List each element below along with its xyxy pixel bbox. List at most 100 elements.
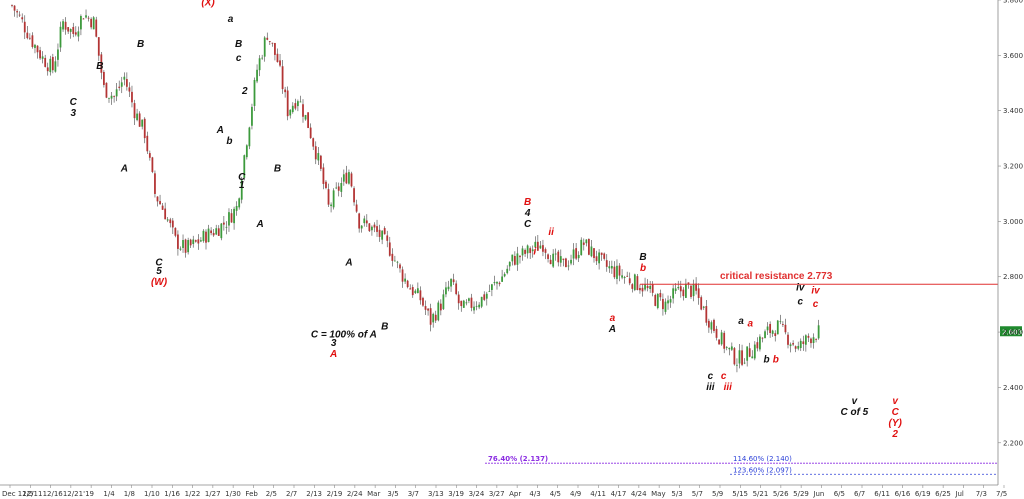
candle-body: [85, 15, 87, 18]
wave-label: (W): [151, 277, 168, 288]
candle-body: [536, 241, 539, 251]
candle-body: [582, 242, 585, 245]
y-tick-label: 3.600: [1003, 52, 1023, 60]
candle-body: [64, 21, 67, 30]
candle-body: [656, 293, 659, 308]
x-tick-label: 5/21: [753, 490, 769, 498]
candle-body: [595, 256, 598, 262]
x-tick-label: 1/22: [185, 490, 201, 498]
x-tick-label: 3/19: [448, 490, 464, 498]
wave-label: (X): [201, 0, 215, 9]
candle-body: [409, 288, 412, 290]
candle-body: [169, 219, 172, 224]
candle-body: [307, 112, 309, 128]
candle-body: [718, 339, 720, 345]
candle-body: [445, 287, 447, 295]
wave-label: B: [274, 164, 281, 175]
candle-body: [644, 284, 646, 290]
candle-body: [521, 248, 524, 256]
candle-body: [161, 205, 164, 210]
candle-body: [738, 350, 741, 364]
candle-body: [633, 274, 636, 291]
candle-body: [125, 79, 128, 87]
candle-body: [342, 174, 345, 182]
candle-body: [110, 95, 113, 99]
candle-body: [299, 101, 302, 103]
candle-body: [21, 17, 24, 20]
fib-label-76: 76.40% (2.137): [488, 455, 548, 463]
wave-label: iii: [724, 382, 733, 393]
wave-label: A: [216, 125, 224, 136]
candle-body: [626, 275, 629, 277]
candle-body: [598, 252, 600, 264]
x-tick-label: Jun: [812, 490, 824, 498]
candle-body: [416, 288, 419, 294]
candle-body: [51, 56, 54, 71]
candle-body: [677, 286, 680, 289]
candle-body: [276, 53, 279, 63]
candle-body: [797, 345, 800, 349]
wave-label: A: [344, 258, 352, 269]
candle-body: [414, 290, 417, 294]
wave-label: A: [120, 164, 128, 175]
candle-body: [751, 356, 754, 359]
candle-body: [491, 284, 493, 290]
x-tick-label: 4/3: [529, 490, 540, 498]
candle-body: [817, 325, 820, 339]
candle-body: [697, 288, 700, 298]
candle-body: [799, 340, 802, 349]
candle-body: [335, 187, 338, 189]
candle-body: [304, 115, 307, 120]
candle-body: [452, 279, 455, 283]
x-tick-label: 5/29: [793, 490, 809, 498]
candle-body: [695, 283, 697, 291]
candle-body: [368, 223, 371, 232]
x-tick-label: 6/7: [854, 490, 865, 498]
candle-body: [371, 226, 373, 231]
candle-body: [807, 335, 810, 338]
candle-body: [266, 37, 269, 40]
candle-body: [284, 89, 287, 93]
candle-body: [761, 337, 764, 339]
candle-body: [588, 239, 590, 255]
x-tick-label: 1/16: [164, 490, 180, 498]
candle-body: [577, 254, 580, 259]
wave-label: B: [235, 39, 242, 50]
candle-body: [286, 90, 289, 117]
candle-body: [100, 54, 103, 73]
candle-body: [557, 251, 560, 263]
candle-body: [141, 119, 144, 127]
candle-body: [608, 266, 611, 269]
candle-body: [473, 306, 475, 311]
wave-label: C of 5: [840, 407, 868, 418]
x-tick-label: 4/24: [631, 490, 647, 498]
x-tick-label: 2/7: [286, 490, 297, 498]
candle-body: [554, 253, 557, 255]
wave-label: 5: [156, 266, 162, 277]
wave-label: a: [610, 313, 616, 324]
wave-label: C: [238, 172, 246, 183]
candle-body: [524, 249, 526, 254]
wave-label: c: [797, 296, 803, 307]
candle-body: [480, 296, 483, 307]
wave-label: a: [747, 319, 753, 330]
candle-body: [733, 348, 736, 365]
x-tick-label: 6/16: [895, 490, 911, 498]
x-tick-label: 12/21: [63, 490, 83, 498]
candle-body: [187, 240, 190, 253]
candle-body: [447, 286, 450, 290]
x-tick-label: 5/3: [671, 490, 682, 498]
candle-body: [802, 341, 805, 344]
candle-body: [720, 332, 723, 345]
candle-body: [478, 304, 481, 308]
wave-label: c: [813, 299, 819, 310]
candle-body: [746, 346, 749, 361]
candle-body: [570, 259, 572, 264]
wave-label: b: [773, 355, 779, 366]
wave-label: 4: [524, 208, 531, 219]
candle-body: [365, 220, 368, 224]
